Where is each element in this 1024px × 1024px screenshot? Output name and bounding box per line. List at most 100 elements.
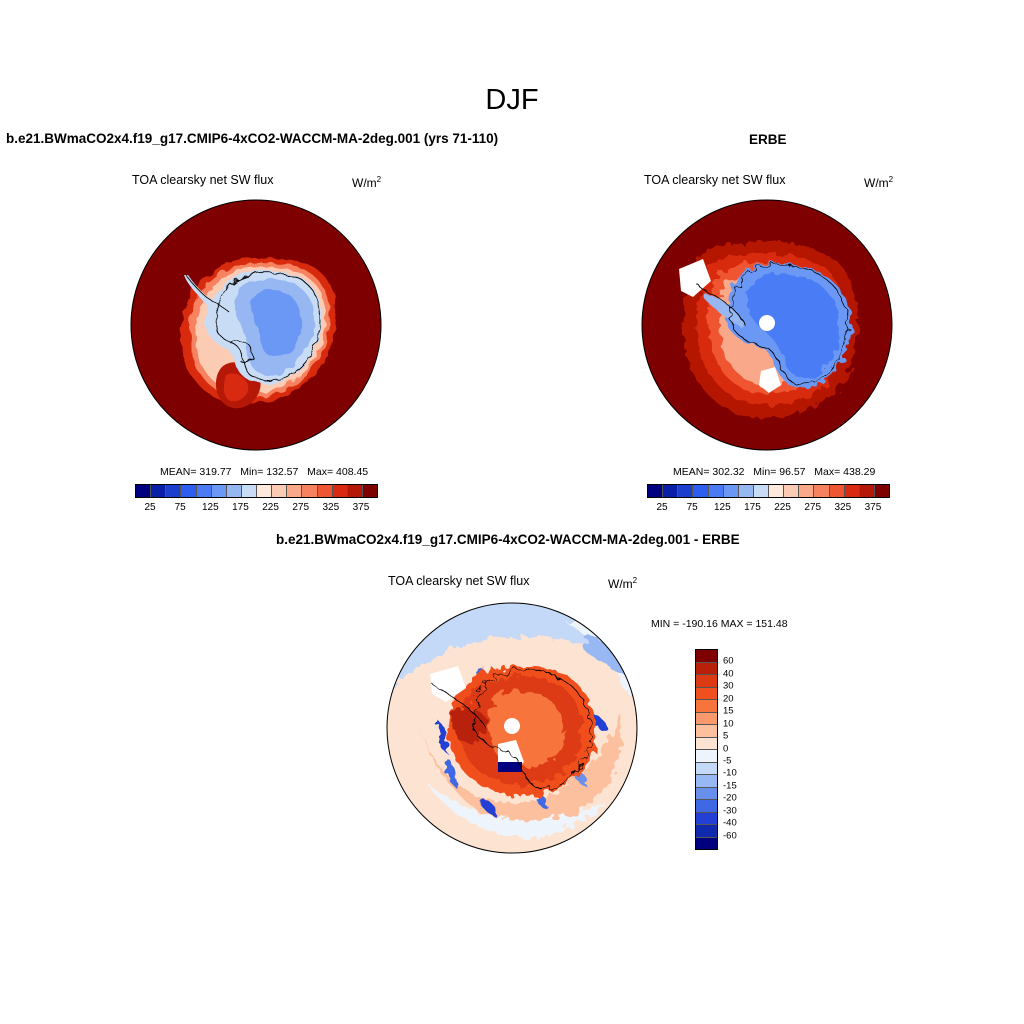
colorbar-swatch <box>648 485 664 497</box>
stats-model: MEAN= 319.77 Min= 132.57 Max= 408.45 <box>160 466 368 478</box>
colorbar-tick-label: 275 <box>292 502 310 513</box>
mean-value: MEAN= 319.77 <box>160 466 232 478</box>
colorbar-tick-label: 175 <box>232 502 249 513</box>
colorbar-tick-label: 225 <box>774 502 791 513</box>
colorbar-model-ticks: 25 75 125 175 225 275 325 375 <box>135 502 378 516</box>
colorbar-tick-label: 10 <box>723 718 734 730</box>
colorbar-swatch <box>151 485 167 497</box>
colorbar-swatch <box>226 485 242 497</box>
colorbar-swatch <box>362 485 377 497</box>
colorbar-obs-ticks: 25 75 125 175 225 275 325 375 <box>647 502 890 516</box>
colorbar-swatch <box>696 775 717 788</box>
colorbar-swatch <box>829 485 845 497</box>
colorbar-swatch <box>272 485 288 497</box>
colorbar-tick-label: -5 <box>723 755 732 767</box>
polar-map-obs <box>641 199 893 451</box>
colorbar-swatch <box>211 485 227 497</box>
stats-obs: MEAN= 302.32 Min= 96.57 Max= 438.29 <box>673 466 875 478</box>
colorbar-swatch <box>693 485 709 497</box>
colorbar-swatch <box>696 825 717 838</box>
colorbar-swatch <box>696 650 717 663</box>
colorbar-swatch <box>784 485 800 497</box>
colorbar-swatch <box>859 485 875 497</box>
colorbar-swatch <box>696 712 717 725</box>
colorbar-swatch <box>166 485 182 497</box>
panel-title-obs: ERBE <box>749 132 787 147</box>
colorbar-swatch <box>287 485 303 497</box>
colorbar-swatch <box>678 485 694 497</box>
colorbar-swatch <box>181 485 197 497</box>
units-label-model: W/m2 <box>352 175 382 190</box>
colorbar-tick-label: 175 <box>744 502 761 513</box>
colorbar-tick-label: 325 <box>322 502 340 513</box>
colorbar-swatch <box>317 485 333 497</box>
max-value: Max= 408.45 <box>307 466 369 478</box>
colorbar-tick-label: 125 <box>713 502 731 513</box>
colorbar-tick-label: 40 <box>723 668 734 680</box>
colorbar-model <box>135 484 378 498</box>
colorbar-swatch <box>696 687 717 700</box>
colorbar-tick-label: 325 <box>834 502 852 513</box>
colorbar-tick-label: -40 <box>723 817 737 829</box>
colorbar-swatch <box>696 662 717 675</box>
colorbar-swatch <box>696 700 717 713</box>
polar-map-model <box>130 199 382 451</box>
colorbar-swatch <box>696 800 717 813</box>
colorbar-swatch <box>708 485 724 497</box>
colorbar-swatch <box>696 675 717 688</box>
colorbar-tick-label: -15 <box>723 780 737 792</box>
variable-label-model: TOA clearsky net SW flux <box>132 173 274 187</box>
colorbar-swatch <box>769 485 785 497</box>
colorbar-swatch <box>241 485 257 497</box>
colorbar-swatch <box>696 837 717 849</box>
colorbar-swatch <box>799 485 815 497</box>
colorbar-tick-label: 275 <box>804 502 822 513</box>
colorbar-tick-label: 125 <box>201 502 219 513</box>
colorbar-swatch <box>196 485 212 497</box>
colorbar-tick-label: 75 <box>686 502 698 513</box>
max-value: Max= 438.29 <box>814 466 876 478</box>
colorbar-swatch <box>696 737 717 750</box>
colorbar-swatch <box>696 787 717 800</box>
colorbar-swatch <box>663 485 679 497</box>
minmax-diff: MIN = -190.16 MAX = 151.48 <box>651 618 788 630</box>
colorbar-tick-label: 15 <box>723 705 734 717</box>
colorbar-obs <box>647 484 890 498</box>
colorbar-tick-label: 5 <box>723 730 729 742</box>
panel-title-model: b.e21.BWmaCO2x4.f19_g17.CMIP6-4xCO2-WACC… <box>6 131 499 146</box>
colorbar-tick-label: -30 <box>723 805 737 817</box>
variable-label-diff: TOA clearsky net SW flux <box>388 574 530 588</box>
colorbar-swatch <box>302 485 318 497</box>
colorbar-swatch <box>696 725 717 738</box>
colorbar-swatch <box>696 762 717 775</box>
colorbar-tick-label: 375 <box>352 502 370 513</box>
colorbar-swatch <box>257 485 273 497</box>
colorbar-tick-label: 75 <box>174 502 186 513</box>
colorbar-tick-label: 0 <box>723 743 729 754</box>
units-label-obs: W/m2 <box>864 175 894 190</box>
panel-title-diff: b.e21.BWmaCO2x4.f19_g17.CMIP6-4xCO2-WACC… <box>276 532 740 547</box>
colorbar-swatch <box>753 485 769 497</box>
colorbar-tick-label: 25 <box>656 502 668 513</box>
figure-title: DJF <box>485 84 539 116</box>
colorbar-swatch <box>136 485 152 497</box>
variable-label-obs: TOA clearsky net SW flux <box>644 173 786 187</box>
mean-value: MEAN= 302.32 <box>673 466 745 478</box>
colorbar-swatch <box>347 485 363 497</box>
colorbar-tick-label: 225 <box>262 502 279 513</box>
colorbar-tick-label: 25 <box>144 502 156 513</box>
polar-map-diff <box>386 602 638 854</box>
colorbar-tick-label: -60 <box>723 830 737 842</box>
colorbar-swatch <box>723 485 739 497</box>
units-label-diff: W/m2 <box>608 576 638 591</box>
colorbar-tick-label: 375 <box>864 502 882 513</box>
colorbar-swatch <box>696 750 717 763</box>
colorbar-swatch <box>332 485 348 497</box>
colorbar-swatch <box>844 485 860 497</box>
colorbar-tick-label: 30 <box>723 680 734 692</box>
min-value: Min= 96.57 <box>753 466 806 478</box>
colorbar-swatch <box>738 485 754 497</box>
colorbar-diff <box>695 649 718 850</box>
colorbar-tick-label: 60 <box>723 655 734 667</box>
colorbar-swatch <box>874 485 889 497</box>
